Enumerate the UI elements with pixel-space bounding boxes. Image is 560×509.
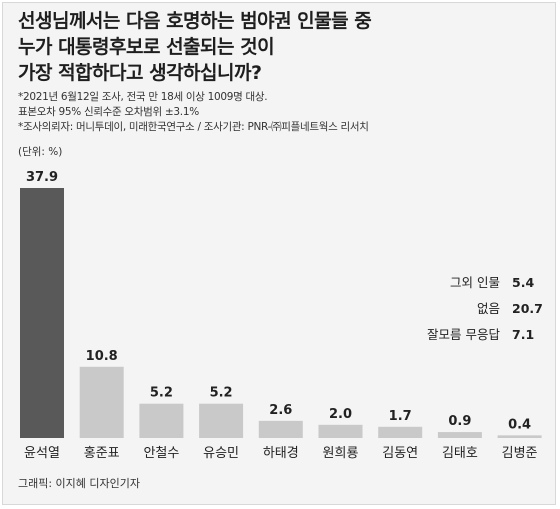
bar-하태경 <box>258 420 303 438</box>
side-stats: 그외 인물 5.4 없음 20.7 잘모름 무응답 7.1 <box>427 270 546 348</box>
category-label: 하태경 <box>263 446 299 461</box>
bar-value-label: 10.8 <box>86 349 118 364</box>
bar-value-label: 5.2 <box>150 386 173 401</box>
side-stat-label: 잘모름 무응답 <box>427 327 500 342</box>
side-stat-row: 잘모름 무응답 7.1 <box>427 322 546 348</box>
category-label: 원희룡 <box>323 446 359 461</box>
bar-value-label: 2.6 <box>269 403 292 418</box>
category-label: 유승민 <box>203 446 239 461</box>
side-stat-row: 그외 인물 5.4 <box>427 270 546 296</box>
category-label: 안철수 <box>143 446 179 461</box>
bar-value-label: 37.9 <box>26 170 58 185</box>
bar-홍준표 <box>79 366 124 438</box>
bar-value-label: 0.9 <box>448 414 471 429</box>
unit-label: (단위: %) <box>18 146 63 158</box>
title-line: 누가 대통령후보로 선출되는 것이 <box>18 36 275 58</box>
note-line: *2021년 6월12일 조사, 전국 만 18세 이상 1009명 대상. <box>18 91 268 103</box>
category-label: 김태호 <box>442 446 478 461</box>
side-stat-label: 그외 인물 <box>450 275 500 290</box>
category-label: 김병준 <box>502 446 538 461</box>
bar-김태호 <box>437 432 482 438</box>
side-stat-value: 20.7 <box>512 301 543 316</box>
bar-유승민 <box>199 403 244 438</box>
bar-윤석열 <box>20 188 64 438</box>
bar-value-label: 1.7 <box>389 409 412 424</box>
note-line: *조사의뢰자: 머니투데이, 미래한국연구소 / 조사기관: PNR-㈜피플네트… <box>18 121 369 133</box>
category-label: 윤석열 <box>24 446 60 461</box>
bar-value-label: 0.4 <box>508 417 531 432</box>
bar-김동연 <box>378 426 423 438</box>
category-label: 홍준표 <box>84 446 120 461</box>
category-label: 김동연 <box>382 446 418 461</box>
bar-안철수 <box>139 403 184 438</box>
graphic-credit: 그래픽: 이지혜 디자인기자 <box>18 477 141 490</box>
title-line: 가장 적합하다고 생각하십니까? <box>18 62 262 84</box>
bar-value-label: 5.2 <box>210 386 233 401</box>
side-stat-row: 없음 20.7 <box>427 296 546 322</box>
title-line: 선생님께서는 다음 호명하는 범야권 인물들 중 <box>18 10 372 32</box>
side-stat-value: 5.4 <box>512 275 535 290</box>
chart-title: 선생님께서는 다음 호명하는 범야권 인물들 중 누가 대통령후보로 선출되는 … <box>18 8 538 86</box>
bar-김병준 <box>497 435 542 438</box>
bar-원희룡 <box>318 424 363 438</box>
side-stat-value: 7.1 <box>512 327 535 342</box>
bar-value-label: 2.0 <box>329 407 352 422</box>
survey-notes: *2021년 6월12일 조사, 전국 만 18세 이상 1009명 대상. 표… <box>18 90 369 135</box>
note-line: 표본오차 95% 신뢰수준 오차범위 ±3.1% <box>18 106 199 118</box>
side-stat-label: 없음 <box>476 301 500 316</box>
